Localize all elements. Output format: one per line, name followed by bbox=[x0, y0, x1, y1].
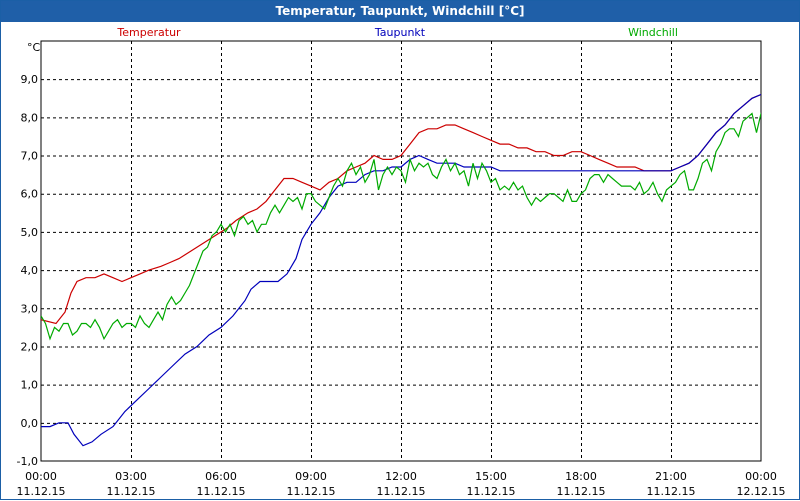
grid bbox=[41, 41, 761, 461]
y-axis: -1,0 0,0 1,0 2,0 3,0 4,0 5,0 6,0 7,0 8,0 9,0 bbox=[17, 73, 38, 468]
x-tick-date: 11.12.15 bbox=[107, 485, 156, 498]
y-tick-label: 0,0 bbox=[21, 417, 39, 430]
y-tick-label: 3,0 bbox=[21, 302, 39, 315]
y-tick-label: 1,0 bbox=[21, 379, 39, 392]
x-tick-time: 12:00 bbox=[385, 470, 417, 483]
x-tick-time: 15:00 bbox=[475, 470, 507, 483]
x-tick-time: 18:00 bbox=[565, 470, 597, 483]
y-tick-label: 5,0 bbox=[21, 226, 39, 239]
window-title: Temperatur, Taupunkt, Windchill [°C] bbox=[1, 1, 799, 22]
y-tick-label: 4,0 bbox=[21, 264, 39, 277]
y-tick-label: 7,0 bbox=[21, 150, 39, 163]
x-tick-time: 03:00 bbox=[115, 470, 147, 483]
legend-windchill: Windchill bbox=[628, 26, 678, 39]
x-tick-date: 11.12.15 bbox=[287, 485, 336, 498]
x-tick-date: 12.12.15 bbox=[737, 485, 786, 498]
y-axis-unit-label: °C bbox=[27, 41, 41, 54]
y-tick-label: 9,0 bbox=[21, 73, 39, 86]
x-tick-time: 09:00 bbox=[295, 470, 327, 483]
x-tick-time: 00:00 bbox=[25, 470, 57, 483]
series-lines bbox=[41, 93, 761, 447]
x-tick-time: 21:00 bbox=[655, 470, 687, 483]
y-tick-label: 2,0 bbox=[21, 340, 39, 353]
legend: Temperatur Taupunkt Windchill bbox=[116, 26, 678, 39]
x-tick-date: 11.12.15 bbox=[377, 485, 426, 498]
series-line-taupunkt bbox=[41, 93, 761, 447]
y-tick-label: -1,0 bbox=[17, 455, 38, 468]
x-tick-time: 00:00 bbox=[745, 470, 777, 483]
x-tick-time: 06:00 bbox=[205, 470, 237, 483]
legend-temperatur: Temperatur bbox=[116, 26, 181, 39]
y-tick-label: 8,0 bbox=[21, 111, 39, 124]
y-tick-label: 6,0 bbox=[21, 188, 39, 201]
x-tick-date: 11.12.15 bbox=[557, 485, 606, 498]
x-tick-date: 11.12.15 bbox=[467, 485, 516, 498]
series-line-windchill bbox=[41, 112, 761, 341]
x-tick-date: 11.12.15 bbox=[17, 485, 66, 498]
legend-taupunkt: Taupunkt bbox=[374, 26, 426, 39]
x-tick-date: 11.12.15 bbox=[197, 485, 246, 498]
x-axis: 00:00 11.12.15 03:00 11.12.15 06:00 11.12.15 0… bbox=[17, 470, 786, 498]
x-tick-date: 11.12.15 bbox=[647, 485, 696, 498]
